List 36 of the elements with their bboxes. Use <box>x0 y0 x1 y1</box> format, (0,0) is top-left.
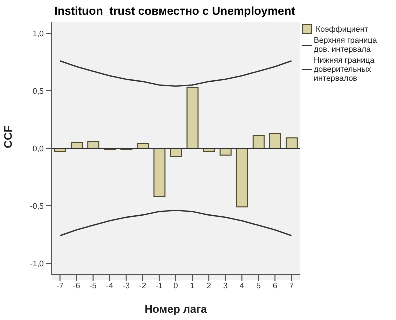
legend-label: Верхняя граница дов. интервала <box>314 36 378 54</box>
bar <box>269 133 282 149</box>
x-tick-label: -2 <box>139 282 148 291</box>
legend-label: Коэффициент <box>316 24 368 34</box>
y-tick-label: -1,0 <box>30 259 45 268</box>
x-tick-label: 2 <box>206 282 212 291</box>
x-tick-label: 7 <box>290 282 295 291</box>
x-axis-title: Номер лага <box>144 304 208 316</box>
bar <box>252 135 265 149</box>
x-tick-label: -1 <box>156 282 164 291</box>
x-tick-label: 6 <box>272 282 278 291</box>
x-tick-label: -6 <box>73 282 81 291</box>
x-tick-label: 3 <box>223 282 228 291</box>
legend-label: Нижняя граница доверительных интервалов <box>314 56 376 83</box>
line-series <box>60 60 292 88</box>
y-tick-label: 1,0 <box>32 29 45 38</box>
bar <box>220 148 232 156</box>
x-tick-label: -7 <box>56 282 64 291</box>
y-tick-label: 0,5 <box>32 86 45 96</box>
y-tick-label: 0,0 <box>32 144 45 154</box>
y-axis-title: CCF <box>2 126 15 148</box>
x-tick-label: -5 <box>90 282 98 291</box>
chart-title: Instituon_trust совместно с Unemployment <box>54 6 296 18</box>
bar <box>154 148 166 198</box>
bar <box>88 141 100 149</box>
bar <box>186 87 199 149</box>
x-tick-label: 5 <box>256 282 262 291</box>
bar <box>286 138 298 149</box>
x-tick-label: 4 <box>240 282 245 291</box>
x-tick-label: -3 <box>122 282 130 291</box>
x-tick-label: 1 <box>190 282 196 291</box>
x-tick-label: -4 <box>106 282 114 291</box>
bar <box>236 148 248 208</box>
line-series <box>60 210 292 237</box>
x-tick-label: 0 <box>174 282 179 291</box>
y-tick-label: -0,5 <box>30 202 45 211</box>
